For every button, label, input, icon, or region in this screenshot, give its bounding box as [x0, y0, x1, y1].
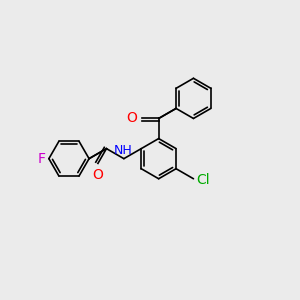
- Text: Cl: Cl: [196, 173, 210, 188]
- Text: F: F: [38, 152, 46, 166]
- Text: NH: NH: [114, 144, 133, 157]
- Text: O: O: [127, 112, 137, 125]
- Text: O: O: [92, 168, 104, 182]
